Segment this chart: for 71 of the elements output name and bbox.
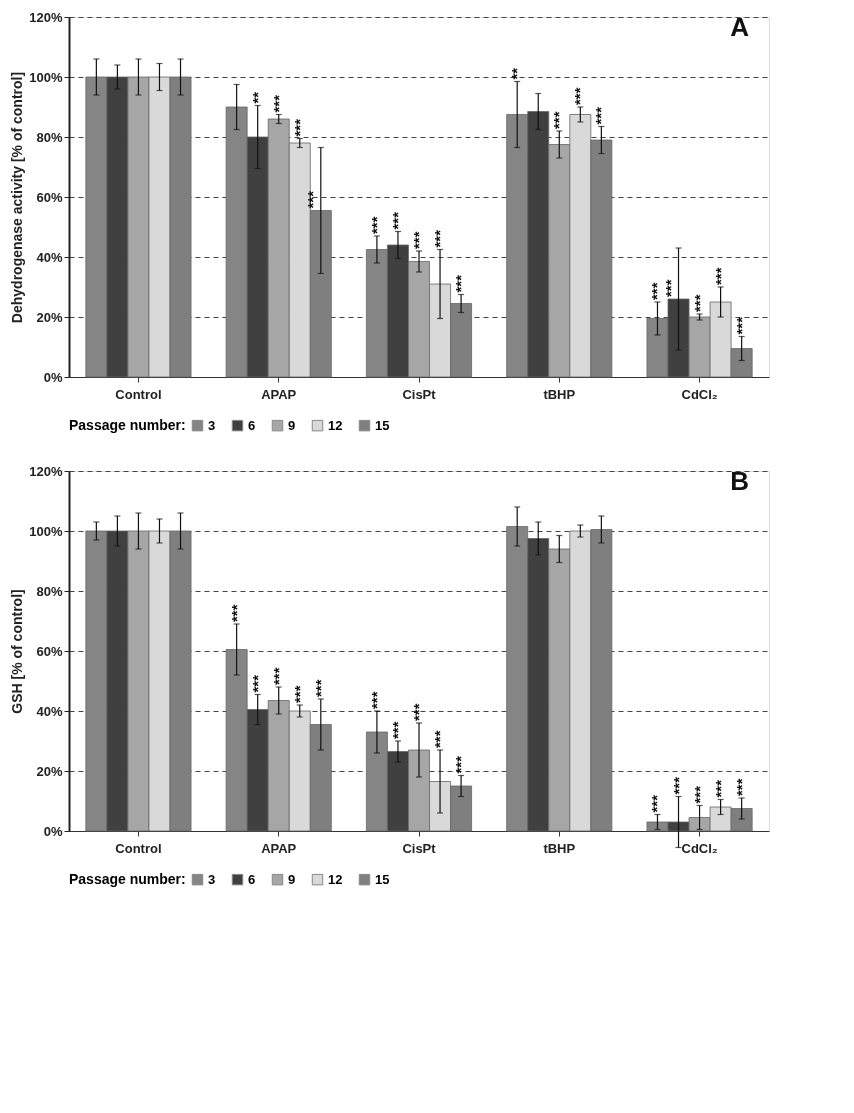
data-label: *** xyxy=(592,106,610,125)
legend-title: Passage number: xyxy=(69,871,186,887)
y-tick-label: 120% xyxy=(29,9,63,25)
data-label: *** xyxy=(648,794,666,813)
y-axis-title: GSH [% of control] xyxy=(9,589,26,714)
x-tick-label: Control xyxy=(115,840,162,856)
legend-label: 6 xyxy=(248,417,256,433)
y-axis-title: Dehydrogenase activity [% of control] xyxy=(9,71,26,324)
x-tick-label: APAP xyxy=(261,840,297,856)
data-label: *** xyxy=(388,721,406,739)
data-label: *** xyxy=(269,667,287,685)
data-label: *** xyxy=(711,779,729,798)
chart-title: B xyxy=(730,466,749,496)
data-label: ** xyxy=(248,91,266,104)
legend-label: 9 xyxy=(288,871,296,887)
data-label: *** xyxy=(732,316,750,335)
data-label: *** xyxy=(431,229,449,248)
y-tick-label: 40% xyxy=(36,249,63,265)
legend-label: 3 xyxy=(208,871,216,887)
data-label: *** xyxy=(311,679,329,697)
data-label: *** xyxy=(303,190,321,209)
chart-title: A xyxy=(730,12,750,42)
legend-label: 6 xyxy=(248,871,256,887)
x-tick-label: CdCl₂ xyxy=(681,386,718,402)
data-label: *** xyxy=(690,785,708,804)
data-label: *** xyxy=(690,294,708,312)
data-label: ** xyxy=(508,67,526,80)
legend-label: 3 xyxy=(208,417,216,433)
y-tick-label: 120% xyxy=(29,463,63,479)
data-label: *** xyxy=(290,118,308,137)
data-label: *** xyxy=(248,674,266,693)
y-tick-label: 80% xyxy=(36,583,63,599)
data-label: *** xyxy=(711,267,729,285)
data-label: *** xyxy=(410,231,427,249)
legend-label: 12 xyxy=(328,871,343,887)
x-tick-label: tBHP xyxy=(543,840,576,856)
y-tick-label: 20% xyxy=(36,763,63,779)
x-tick-label: tBHP xyxy=(543,386,576,402)
y-tick-label: 0% xyxy=(43,369,63,385)
y-tick-label: 40% xyxy=(36,703,63,719)
legend-label: 15 xyxy=(375,417,390,433)
legend-title: Passage number: xyxy=(69,417,186,433)
data-label: *** xyxy=(550,111,568,129)
x-tick-label: CisPt xyxy=(402,386,437,402)
data-label: *** xyxy=(431,730,449,748)
y-tick-label: 20% xyxy=(36,309,63,325)
y-tick-label: 60% xyxy=(36,643,63,659)
legend-label: 15 xyxy=(375,871,390,887)
legend-label: 12 xyxy=(328,417,343,433)
data-label: *** xyxy=(732,778,750,796)
data-label: *** xyxy=(367,216,385,234)
x-tick-label: CisPt xyxy=(402,840,437,856)
data-label: *** xyxy=(290,685,308,703)
x-tick-label: Control xyxy=(115,386,162,402)
y-tick-label: 0% xyxy=(43,823,63,839)
data-label: *** xyxy=(227,604,245,622)
data-label: *** xyxy=(410,703,427,721)
data-label: *** xyxy=(452,755,470,774)
data-label: *** xyxy=(388,211,406,230)
data-label: *** xyxy=(571,87,589,105)
data-label: *** xyxy=(367,691,385,709)
data-label: *** xyxy=(452,274,470,293)
x-tick-label: CdCl₂ xyxy=(681,840,718,856)
data-label: *** xyxy=(669,776,687,795)
legend-label: 9 xyxy=(288,417,296,433)
data-label: *** xyxy=(269,94,287,113)
y-tick-label: 100% xyxy=(29,69,63,85)
y-tick-label: 100% xyxy=(29,523,63,539)
y-tick-label: 60% xyxy=(36,189,63,205)
x-tick-label: APAP xyxy=(261,386,297,402)
y-tick-label: 80% xyxy=(36,129,63,145)
